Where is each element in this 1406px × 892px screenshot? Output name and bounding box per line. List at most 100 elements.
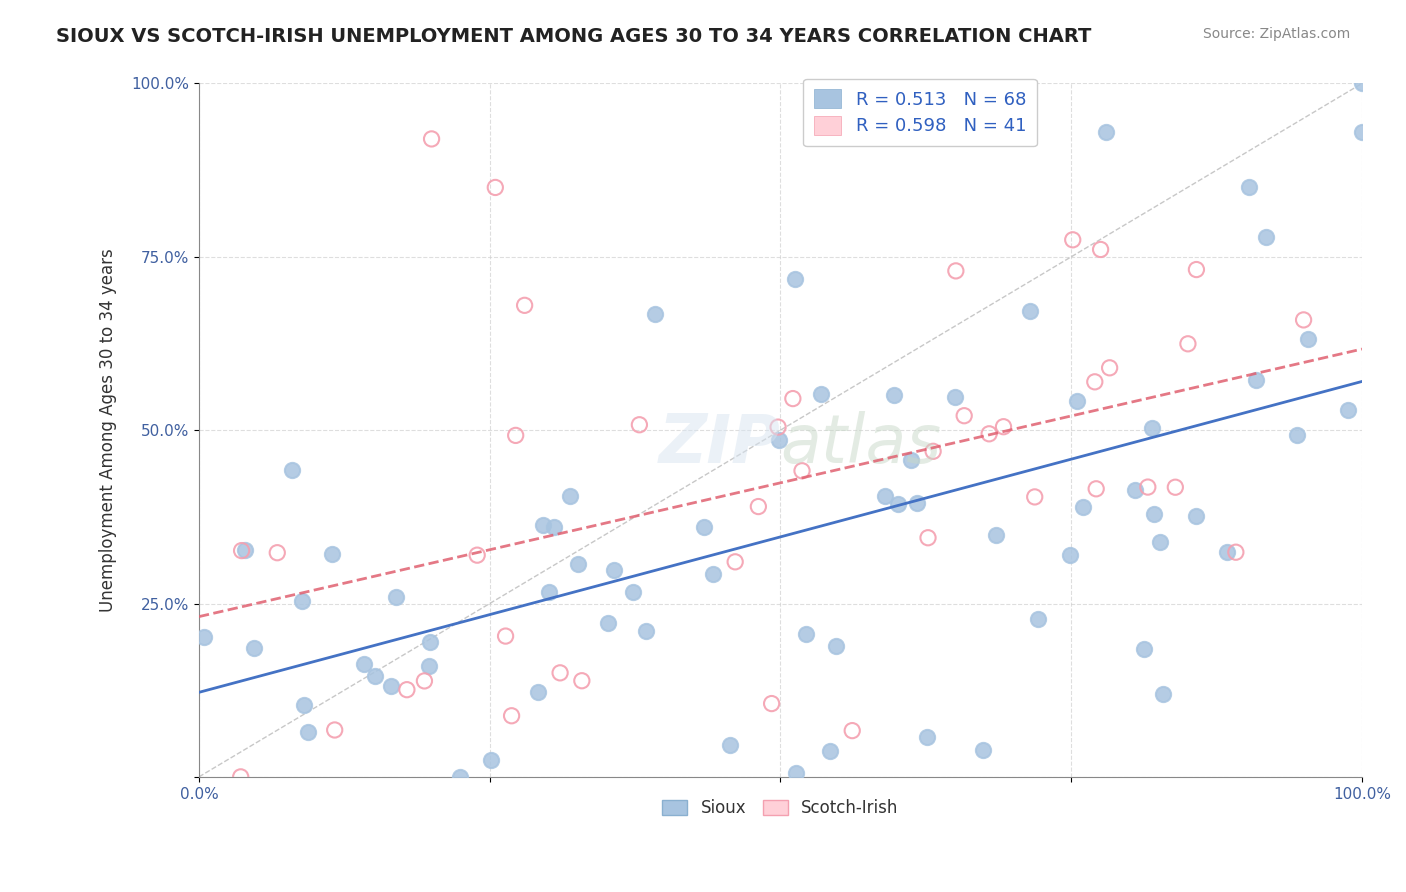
Point — [1066, 394, 1088, 409]
Point — [702, 567, 724, 582]
Point — [1351, 77, 1374, 91]
Point — [280, 463, 302, 477]
Point — [1296, 332, 1319, 346]
Point — [413, 673, 436, 688]
Point — [782, 392, 804, 406]
Point — [785, 766, 807, 780]
Point — [979, 426, 1001, 441]
Point — [323, 723, 346, 737]
Point — [1336, 403, 1358, 417]
Point — [560, 489, 582, 503]
Point — [1098, 360, 1121, 375]
Point — [1024, 490, 1046, 504]
Point — [1256, 230, 1278, 244]
Point — [449, 770, 471, 784]
Point — [501, 708, 523, 723]
Point — [953, 409, 976, 423]
Point — [603, 563, 626, 577]
Point — [548, 665, 571, 680]
Point — [922, 444, 945, 458]
Point — [1133, 641, 1156, 656]
Point — [527, 685, 550, 699]
Point — [887, 497, 910, 511]
Point — [1085, 482, 1108, 496]
Point — [790, 464, 813, 478]
Point — [321, 547, 343, 561]
Point — [395, 682, 418, 697]
Point — [1292, 313, 1315, 327]
Point — [900, 453, 922, 467]
Point — [1164, 480, 1187, 494]
Point — [1095, 125, 1118, 139]
Point — [1286, 428, 1309, 442]
Y-axis label: Unemployment Among Ages 30 to 34 years: Unemployment Among Ages 30 to 34 years — [100, 248, 117, 612]
Point — [917, 730, 939, 744]
Point — [297, 725, 319, 739]
Point — [233, 543, 256, 558]
Point — [353, 657, 375, 671]
Text: SIOUX VS SCOTCH-IRISH UNEMPLOYMENT AMONG AGES 30 TO 34 YEARS CORRELATION CHART: SIOUX VS SCOTCH-IRISH UNEMPLOYMENT AMONG… — [56, 27, 1091, 45]
Point — [761, 697, 783, 711]
Point — [420, 132, 443, 146]
Point — [1177, 336, 1199, 351]
Legend: Sioux, Scotch-Irish: Sioux, Scotch-Irish — [655, 793, 905, 824]
Point — [718, 738, 741, 752]
Point — [1184, 508, 1206, 523]
Point — [1143, 508, 1166, 522]
Point — [766, 420, 789, 434]
Point — [810, 386, 832, 401]
Point — [495, 629, 517, 643]
Point — [907, 496, 929, 510]
Point — [1351, 125, 1374, 139]
Point — [917, 531, 939, 545]
Point — [513, 298, 536, 312]
Point — [531, 517, 554, 532]
Text: ZIP: ZIP — [658, 411, 780, 477]
Point — [1084, 375, 1107, 389]
Point — [291, 593, 314, 607]
Point — [628, 417, 651, 432]
Text: Source: ZipAtlas.com: Source: ZipAtlas.com — [1202, 27, 1350, 41]
Point — [419, 635, 441, 649]
Point — [384, 591, 406, 605]
Point — [1019, 304, 1042, 318]
Point — [571, 673, 593, 688]
Point — [1125, 483, 1147, 498]
Point — [1149, 535, 1171, 549]
Point — [505, 428, 527, 442]
Point — [818, 744, 841, 758]
Point — [231, 543, 253, 558]
Point — [479, 753, 502, 767]
Point — [537, 585, 560, 599]
Point — [292, 698, 315, 712]
Point — [794, 626, 817, 640]
Point — [747, 500, 769, 514]
Point — [768, 433, 790, 447]
Point — [380, 679, 402, 693]
Point — [724, 555, 747, 569]
Point — [1090, 243, 1112, 257]
Point — [1028, 612, 1050, 626]
Point — [193, 630, 215, 644]
Point — [972, 743, 994, 757]
Point — [229, 770, 252, 784]
Point — [364, 668, 387, 682]
Point — [621, 585, 644, 599]
Point — [1062, 233, 1084, 247]
Point — [1136, 480, 1159, 494]
Point — [1237, 180, 1260, 194]
Point — [1216, 545, 1239, 559]
Point — [1185, 262, 1208, 277]
Point — [484, 180, 506, 194]
Point — [783, 272, 806, 286]
Point — [1225, 545, 1247, 559]
Text: atlas: atlas — [780, 411, 942, 477]
Point — [824, 639, 846, 653]
Point — [634, 624, 657, 638]
Point — [1059, 549, 1081, 563]
Point — [883, 388, 905, 402]
Point — [984, 528, 1007, 542]
Point — [596, 615, 619, 630]
Point — [418, 659, 440, 673]
Point — [465, 548, 488, 562]
